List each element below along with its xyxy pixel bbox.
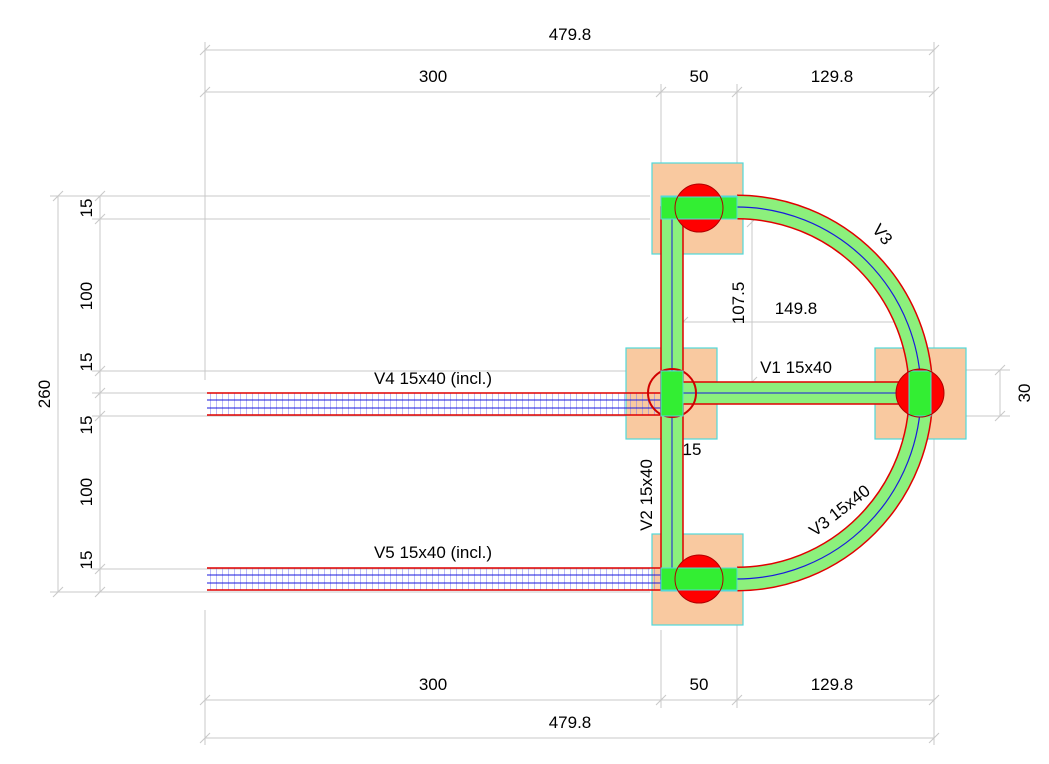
- beam-v1: [671, 381, 918, 405]
- dim-inner-height: 107.5: [729, 282, 748, 325]
- label-v3-top: V3: [868, 220, 896, 248]
- dim-left-seg-1: 15: [77, 199, 96, 218]
- dim-top-seg-1: 300: [419, 67, 447, 86]
- label-v4: V4 15x40 (incl.): [374, 369, 492, 388]
- dim-left-seg-3: 15: [77, 353, 96, 372]
- dim-bottom-total: 479.8: [549, 713, 592, 732]
- dim-left-seg-4: 15: [77, 416, 96, 435]
- dim-left-seg-6: 15: [77, 551, 96, 570]
- dim-right-height: 30: [1015, 384, 1034, 403]
- beam-v5: [207, 567, 662, 591]
- dim-column-gap: 15: [683, 440, 702, 459]
- dim-bottom-seg-2: 50: [690, 675, 709, 694]
- dim-left-seg-2: 100: [77, 282, 96, 310]
- dim-top-seg-2: 50: [690, 67, 709, 86]
- label-v2: V2 15x40: [637, 459, 656, 531]
- dimension-labels: 479.8 300 50 129.8 300 50 129.8 479.8 26…: [35, 25, 1034, 732]
- label-v1: V1 15x40: [760, 358, 832, 377]
- dim-left-seg-5: 100: [77, 478, 96, 506]
- dim-bottom-seg-1: 300: [419, 675, 447, 694]
- label-v5: V5 15x40 (incl.): [374, 543, 492, 562]
- dim-top-seg-3: 129.8: [811, 67, 854, 86]
- dimension-lines: [50, 42, 1010, 745]
- columns: [647, 183, 945, 604]
- beam-v4: [207, 392, 662, 416]
- dim-left-total: 260: [35, 380, 54, 408]
- dim-inner-width: 149.8: [775, 299, 818, 318]
- dim-bottom-seg-3: 129.8: [811, 675, 854, 694]
- dim-top-total: 479.8: [549, 25, 592, 44]
- column-middle: [647, 368, 697, 418]
